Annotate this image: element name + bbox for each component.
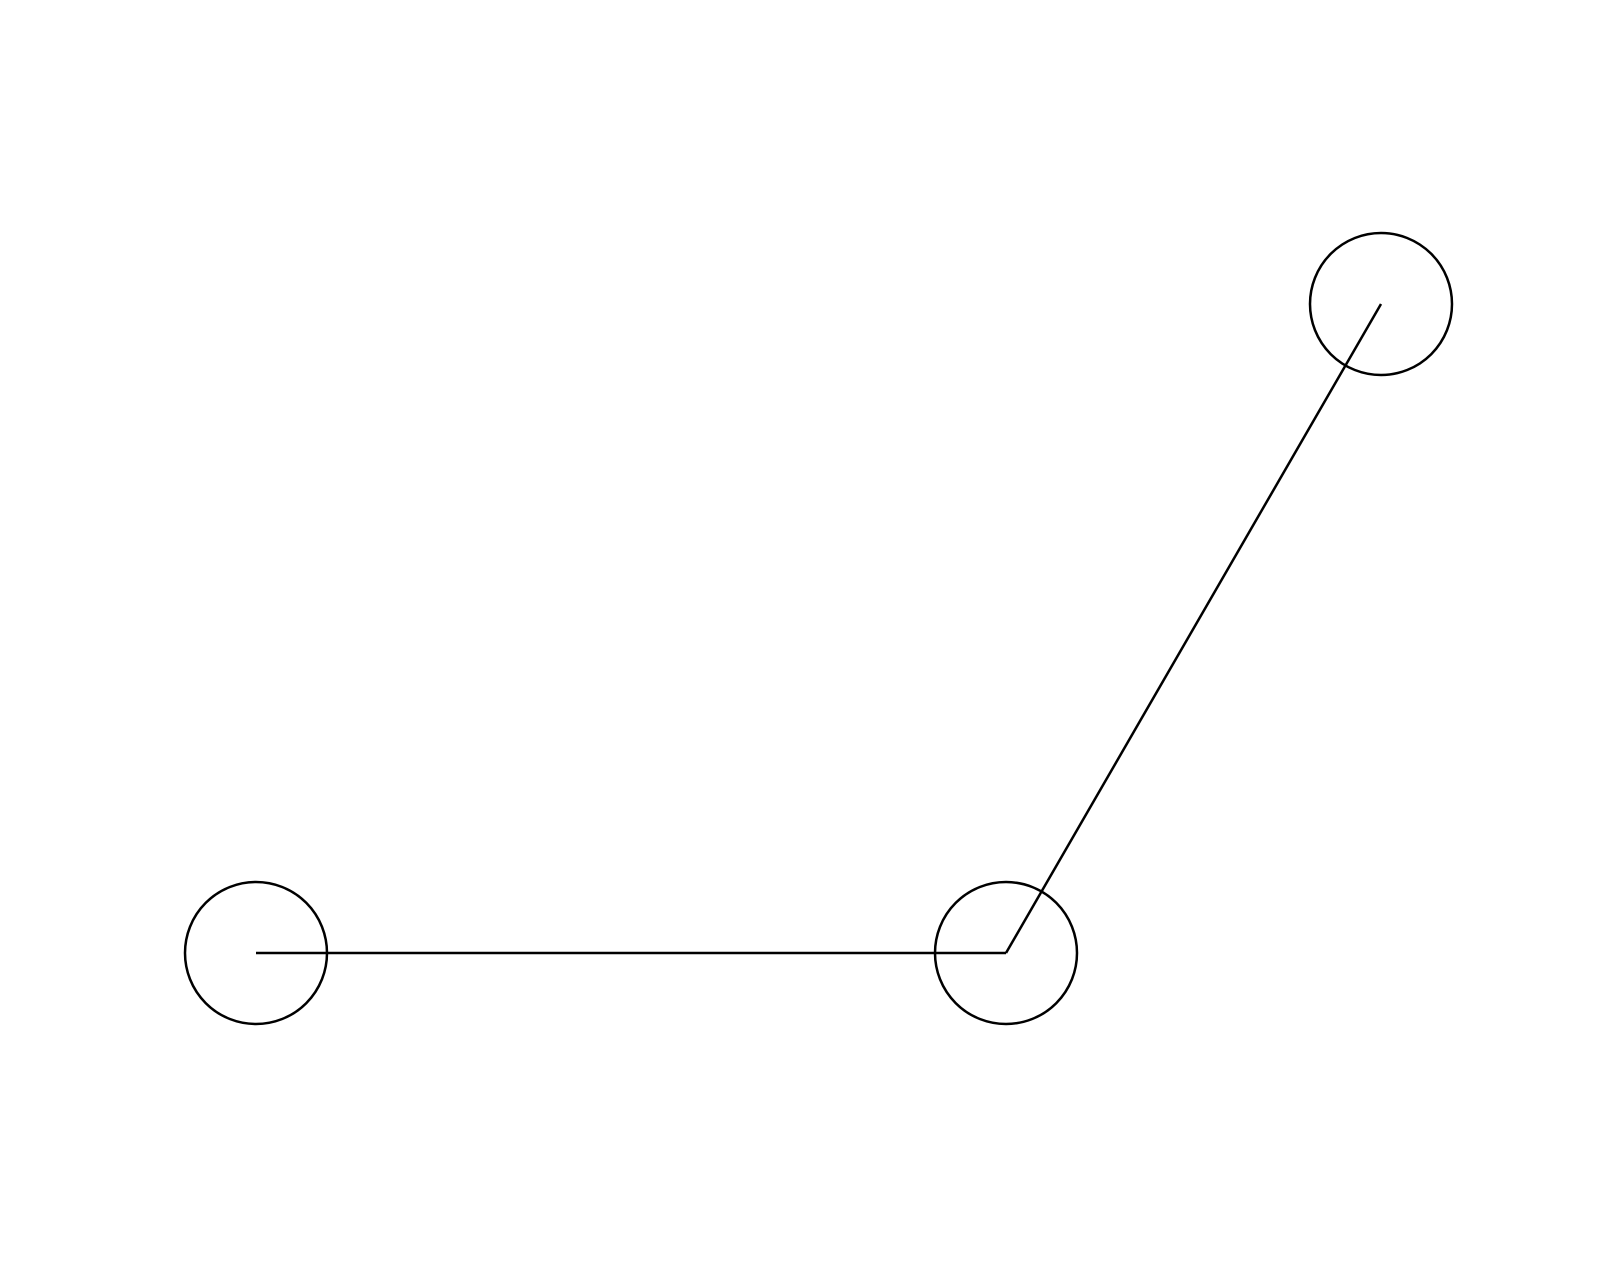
- nodes-layer: [183, 231, 1454, 1026]
- edges-layer: [256, 303, 1383, 955]
- node-3-circle: [1308, 231, 1454, 377]
- edge-node-2-node-3: [1004, 303, 1383, 954]
- node-1-circle: [183, 880, 329, 1026]
- node-2-circle: [933, 880, 1079, 1026]
